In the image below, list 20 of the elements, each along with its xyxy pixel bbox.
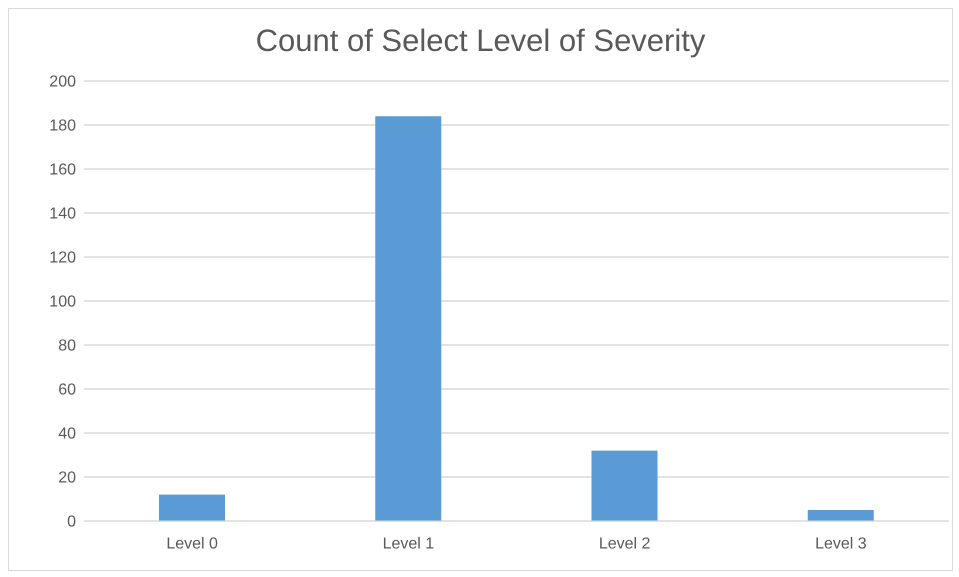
- y-tick-label: 100: [49, 294, 76, 311]
- x-tick-label: Level 2: [598, 535, 651, 552]
- y-tick-label: 80: [58, 338, 76, 355]
- bar: [592, 450, 658, 521]
- y-tick-label: 20: [58, 470, 76, 487]
- bar: [159, 494, 225, 521]
- y-tick-label: 160: [49, 162, 76, 179]
- x-tick-label: Level 3: [815, 535, 867, 552]
- x-tick-label: Level 0: [166, 535, 218, 552]
- y-tick-label: 40: [58, 426, 76, 443]
- y-tick-label: 140: [49, 206, 76, 223]
- y-tick-label: 120: [49, 250, 76, 267]
- bar: [808, 510, 874, 521]
- x-tick-label: Level 1: [382, 535, 434, 552]
- chart-title: Count of Select Level of Severity: [254, 23, 706, 60]
- y-tick-label: 180: [49, 118, 76, 135]
- y-tick-label: 0: [67, 514, 76, 531]
- y-tick-label: 60: [58, 382, 76, 399]
- y-tick-label: 200: [49, 74, 76, 91]
- bar: [375, 116, 442, 521]
